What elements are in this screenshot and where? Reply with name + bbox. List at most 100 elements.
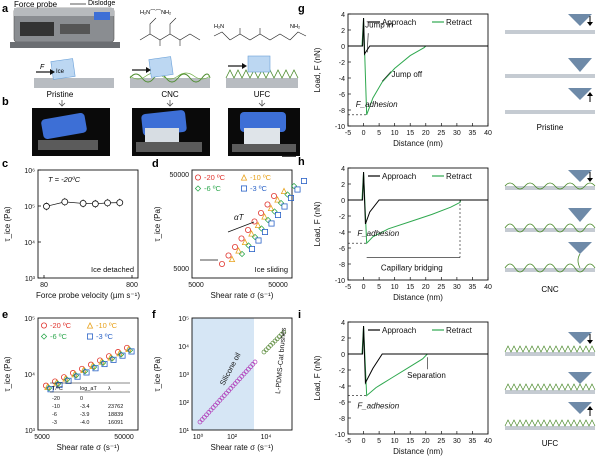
x-axis-label: Distance (nm) bbox=[393, 293, 443, 302]
y-axis-label: τ_ice (Pa) bbox=[3, 356, 12, 392]
axes-frame bbox=[191, 317, 293, 431]
x-tick-label: 15 bbox=[406, 438, 414, 445]
schematic-ufc bbox=[225, 55, 299, 88]
annotation-alpha: αT bbox=[234, 213, 245, 222]
axes-frame bbox=[191, 169, 293, 279]
chem-label-ufc-right: NH₂ bbox=[290, 24, 300, 30]
afm-tip-i-1 bbox=[504, 332, 596, 356]
data-point bbox=[287, 194, 294, 201]
afm-tip-g-2 bbox=[505, 58, 595, 78]
x-tick-label: 10 bbox=[391, 284, 399, 291]
table-cell: -3.9 bbox=[80, 412, 89, 418]
legend-approach-label: Approach bbox=[382, 18, 416, 27]
x-tick-label: 25 bbox=[437, 438, 445, 445]
x-tick-label: 15 bbox=[406, 130, 414, 137]
data-point bbox=[63, 376, 71, 383]
x-tick-label: -5 bbox=[345, 284, 351, 291]
data-point bbox=[294, 186, 301, 193]
y-tick-label: 50000 bbox=[170, 172, 190, 179]
data-point bbox=[235, 247, 242, 254]
x-tick-label: 50000 bbox=[114, 434, 134, 441]
data-point bbox=[238, 250, 246, 258]
y-tick-label: -6 bbox=[339, 400, 345, 407]
data-point bbox=[248, 230, 255, 237]
data-point bbox=[81, 368, 89, 375]
axes-frame bbox=[347, 167, 489, 281]
y-tick-label: -4 bbox=[339, 384, 345, 391]
data-point bbox=[264, 216, 272, 224]
legend-retract-label: Retract bbox=[446, 326, 473, 335]
chem-structure-cnc bbox=[139, 17, 201, 46]
x-tick-label: 20 bbox=[422, 130, 430, 137]
table-cell: 23762 bbox=[108, 404, 123, 410]
chem-label-cnc: H₂N⌒⌒NH₂ bbox=[140, 9, 171, 16]
data-point bbox=[245, 242, 252, 249]
data-point bbox=[258, 225, 265, 232]
table-cell: -4.0 bbox=[80, 420, 89, 426]
table-header: λ bbox=[108, 386, 111, 392]
table-cell: -6 bbox=[52, 412, 57, 418]
x-tick-label: 35 bbox=[469, 130, 477, 137]
annotation-state: Ice detached bbox=[91, 265, 134, 274]
legend-label: -10 ºC bbox=[250, 173, 272, 182]
force-label-f: F bbox=[40, 64, 45, 71]
y-tick-label: -8 bbox=[339, 416, 345, 423]
chart-d: 5000 50000 5000 50000 -20 ºC -10 ºC -6 ºC -3 ºC… bbox=[153, 169, 307, 300]
data-point bbox=[90, 363, 98, 371]
force-probe-device bbox=[10, 7, 120, 48]
data-point bbox=[116, 199, 124, 207]
panel-label-h: h bbox=[298, 156, 305, 168]
data-point bbox=[248, 245, 255, 252]
y-tick-label: -6 bbox=[339, 92, 345, 99]
data-point bbox=[271, 208, 278, 215]
y-tick-label: -2 bbox=[339, 60, 345, 67]
y-tick-label: 4 bbox=[341, 12, 345, 19]
afm-tip-i-2 bbox=[504, 372, 596, 394]
y-axis-label: Load, F (nN) bbox=[313, 355, 322, 400]
data-point bbox=[91, 200, 99, 208]
data-point bbox=[261, 213, 268, 220]
x-axis-label: Distance (nm) bbox=[393, 447, 443, 456]
x-tick-label: 40 bbox=[484, 438, 492, 445]
axes-frame bbox=[347, 13, 489, 127]
jump-in-pointer bbox=[366, 33, 369, 53]
x-tick-label: 30 bbox=[453, 284, 461, 291]
panel-label-f: f bbox=[152, 309, 156, 321]
x-tick-label: 30 bbox=[453, 130, 461, 137]
surface-label-cnc: CNC bbox=[161, 90, 179, 99]
x-tick-label: 30 bbox=[453, 438, 461, 445]
legend-marker bbox=[240, 174, 248, 181]
data-point bbox=[218, 260, 225, 267]
afm-schematics-h bbox=[504, 170, 596, 273]
data-point bbox=[43, 202, 50, 210]
data-point bbox=[119, 352, 126, 359]
data-point bbox=[270, 192, 277, 199]
data-point bbox=[61, 198, 69, 206]
chart-g: 420-2-4-6-8-10-5 0 5 10 15 20 25 30 35 40Approach… bbox=[313, 12, 492, 148]
y-tick-label: 2 bbox=[341, 182, 345, 189]
y-tick-label: 10⁵ bbox=[24, 316, 35, 323]
legend-marker bbox=[40, 333, 48, 340]
ice-label: Ice bbox=[56, 69, 65, 75]
x-tick-label: 0 bbox=[362, 130, 366, 137]
table-cell: 16091 bbox=[108, 420, 123, 426]
data-point bbox=[110, 356, 117, 363]
photo-ufc bbox=[228, 108, 300, 157]
table-cell: -10 bbox=[52, 404, 60, 410]
y-tick-label: 10³ bbox=[179, 372, 190, 379]
x-tick-label: 80 bbox=[40, 282, 48, 289]
y-tick-label: -10 bbox=[335, 432, 345, 439]
data-point bbox=[281, 203, 288, 210]
legend-approach-label: Approach bbox=[382, 326, 416, 335]
y-axis-label: τ_ice (Pa) bbox=[153, 206, 162, 242]
y-axis-label: τ_ice (Pa) bbox=[3, 206, 12, 242]
data-point bbox=[72, 372, 80, 379]
legend-marker bbox=[41, 322, 48, 329]
data-point bbox=[225, 252, 232, 259]
table-cell: -3 bbox=[52, 420, 57, 426]
chart-i: 420-2-4-6-8-10-5 0 5 10 15 20 25 30 35 40Approach… bbox=[313, 320, 492, 456]
x-tick-label: -5 bbox=[345, 438, 351, 445]
table-cell: -3.4 bbox=[80, 404, 89, 410]
legend-marker bbox=[86, 322, 94, 329]
data-point bbox=[268, 220, 275, 227]
